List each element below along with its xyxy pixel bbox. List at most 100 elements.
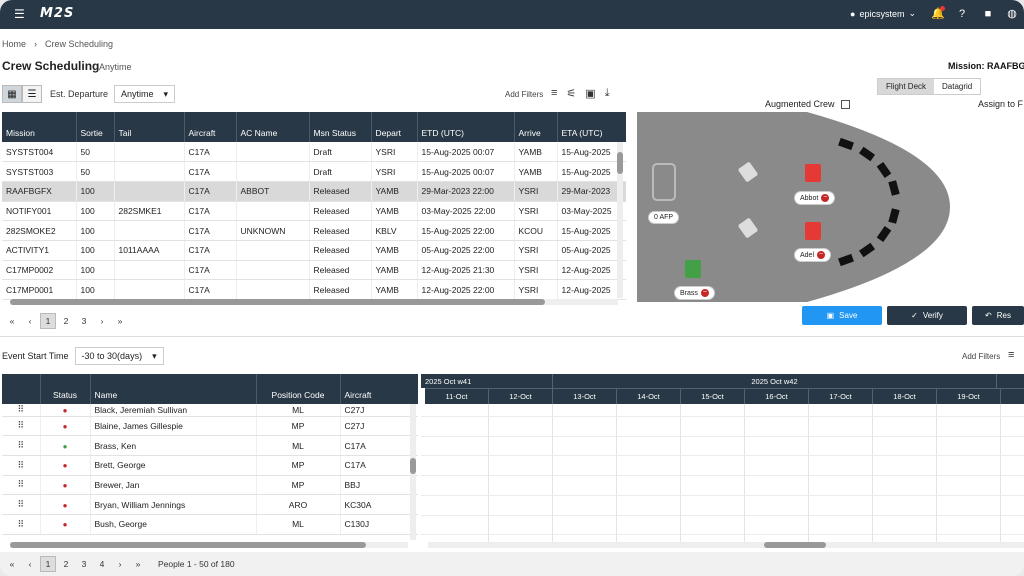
drag-icon[interactable]: ⠿ (17, 499, 25, 510)
column-header[interactable]: Mission (2, 112, 77, 142)
table-row[interactable]: 282SMOKE2 100 C17A UNKNOWN Released KBLV 15-Au… (2, 220, 626, 241)
drag-icon[interactable]: ⠿ (17, 479, 25, 490)
event-start-select[interactable]: -30 to 30(days) ▾ (74, 347, 164, 365)
drag-handle[interactable]: ⠿ (2, 475, 41, 496)
column-header[interactable]: Aircraft (184, 112, 237, 142)
table-row[interactable]: ⠿ ● Bush, George ML C130J (2, 514, 418, 535)
pager-nav-icon[interactable]: › (100, 316, 104, 326)
drag-handle[interactable]: ⠿ (2, 494, 41, 515)
table-row[interactable]: ⠿ ● Brewer, Jan MP BBJ (2, 475, 418, 496)
drag-handle[interactable]: ⠿ (2, 404, 41, 417)
mission-table-hscroll[interactable] (10, 299, 618, 305)
gantt-day-column[interactable] (809, 404, 873, 544)
lower-add-filters-link[interactable]: Add Filters (962, 352, 1001, 361)
table-row[interactable]: SYSTST003 50 C17A Draft YSRI 15-Aug-2025 00:0… (2, 161, 626, 182)
page-button[interactable]: 3 (81, 316, 87, 326)
globe-icon[interactable]: ◍ (1007, 8, 1017, 20)
gantt-day-column[interactable] (617, 404, 681, 544)
column-header[interactable]: Name (90, 374, 257, 404)
table-row[interactable]: RAAFBGFX 100 C17A ABBOT Released YAMB 29-Mar-2… (2, 181, 626, 202)
pager-nav-icon[interactable]: « (9, 559, 15, 569)
user-menu[interactable]: ● epicsystem ⌄ (850, 8, 916, 19)
table-row[interactable]: ⠿ ● Brett, George MP C17A (2, 455, 418, 476)
table-row[interactable]: C17MP0001 100 C17A Released YAMB 12-Aug-2025 … (2, 279, 626, 300)
pager-nav-icon[interactable]: ‹ (28, 316, 32, 326)
column-header[interactable]: ETA (UTC) (557, 112, 626, 142)
grid-view-button[interactable]: ▦ (2, 85, 22, 103)
drag-icon[interactable]: ⠿ (17, 440, 25, 451)
sliders-icon[interactable]: ⚟ (566, 88, 577, 100)
drag-handle[interactable]: ⠿ (2, 514, 41, 535)
tab-datagrid[interactable]: Datagrid (934, 79, 981, 94)
page-button[interactable]: 1 (40, 313, 56, 329)
drag-handle[interactable]: ⠿ (2, 455, 41, 476)
menu-icon[interactable]: ☰ (14, 7, 25, 21)
table-row[interactable]: ⠿ ● Black, Jeremiah Sullivan ML C27J (2, 404, 418, 417)
list-view-button[interactable]: ☰ (22, 85, 42, 103)
column-header[interactable]: Tail (114, 112, 185, 142)
column-header[interactable]: AC Name (236, 112, 310, 142)
est-departure-select[interactable]: Anytime ▾ (114, 85, 176, 103)
breadcrumb-home[interactable]: Home (2, 39, 27, 49)
people-table-vscroll[interactable] (410, 404, 416, 540)
page-button[interactable]: 2 (63, 316, 69, 326)
drag-icon[interactable]: ⠿ (17, 459, 25, 470)
drag-icon[interactable]: ⠿ (17, 518, 25, 529)
column-header[interactable]: Depart (371, 112, 418, 142)
drag-handle[interactable]: ⠿ (2, 435, 41, 456)
seat-adel[interactable]: Adel − (795, 249, 831, 261)
pager-nav-icon[interactable]: » (117, 316, 123, 326)
verify-button[interactable]: ✓ Verify (887, 306, 967, 325)
gantt-day-column[interactable] (873, 404, 937, 544)
remove-icon[interactable]: − (821, 194, 830, 202)
people-table-hscroll[interactable] (10, 542, 408, 548)
gantt-day-column[interactable] (681, 404, 745, 544)
page-button[interactable]: 4 (99, 559, 105, 569)
table-row[interactable]: C17MP0002 100 C17A Released YAMB 12-Aug-2025 … (2, 260, 626, 281)
column-header[interactable]: Msn Status (309, 112, 372, 142)
help-icon[interactable]: ? (958, 8, 966, 20)
pager-nav-icon[interactable]: › (118, 559, 122, 569)
gantt-day-column[interactable] (489, 404, 553, 544)
table-row[interactable]: ACTIVITY1 100 1011AAAA C17A Released YAMB 05-A… (2, 240, 626, 261)
pager-nav-icon[interactable]: ‹ (28, 559, 32, 569)
augmented-crew-checkbox[interactable] (840, 99, 850, 109)
column-header[interactable]: Arrive (514, 112, 558, 142)
remove-icon[interactable]: − (700, 289, 709, 297)
gantt-day-column[interactable] (425, 404, 489, 544)
drag-icon[interactable]: ⠿ (17, 420, 25, 431)
bell-icon[interactable]: 🔔 (931, 6, 945, 20)
gantt-hscroll[interactable] (428, 542, 1024, 548)
sort-icon[interactable]: ≡ (1008, 349, 1015, 361)
page-button[interactable]: 2 (63, 559, 69, 569)
sort-icon[interactable]: ≡ (551, 87, 558, 99)
table-row[interactable]: NOTIFY001 100 282SMKE1 C17A Released YAMB 03-M… (2, 201, 626, 222)
table-row[interactable]: SYSTST004 50 C17A Draft YSRI 15-Aug-2025 00:0… (2, 142, 626, 163)
seat-abbot[interactable]: Abbot − (795, 192, 835, 204)
save-button[interactable]: ▣ Save (802, 306, 882, 325)
afp-seat[interactable]: 0 AFP (649, 212, 679, 223)
column-header[interactable]: Status (40, 374, 91, 404)
download-icon[interactable]: ⤓ (604, 87, 610, 99)
gantt-day-column[interactable] (937, 404, 1001, 544)
video-icon[interactable]: ■ (984, 8, 992, 20)
table-row[interactable]: ⠿ ● Blaine, James Gillespie MP C27J (2, 416, 418, 437)
page-button[interactable]: 1 (40, 556, 56, 572)
table-row[interactable]: ⠿ ● Bryan, William Jennings ARO KC30A (2, 494, 418, 515)
remove-icon[interactable]: − (817, 251, 826, 259)
gantt-day-column[interactable] (745, 404, 809, 544)
column-header[interactable] (2, 374, 41, 404)
table-row[interactable]: ⠿ ● Brass, Ken ML C17A (2, 435, 418, 456)
pager-nav-icon[interactable]: « (9, 316, 15, 326)
save-icon[interactable]: ▣ (585, 88, 596, 100)
column-header[interactable]: Sortie (76, 112, 115, 142)
gantt-day-column[interactable] (553, 404, 617, 544)
reset-button[interactable]: ↶ Res (972, 306, 1024, 325)
seat-brass[interactable]: Brass − (675, 287, 714, 299)
column-header[interactable]: Aircraft (340, 374, 418, 404)
add-filters-link[interactable]: Add Filters (505, 90, 544, 99)
drag-icon[interactable]: ⠿ (17, 404, 25, 415)
page-button[interactable]: 3 (81, 559, 87, 569)
tab-flight-deck[interactable]: Flight Deck (878, 79, 935, 94)
drag-handle[interactable]: ⠿ (2, 416, 41, 437)
